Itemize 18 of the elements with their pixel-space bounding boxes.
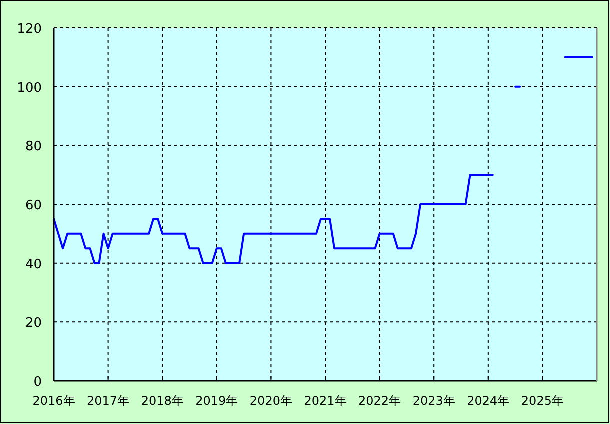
y-tick-label: 0 — [34, 375, 42, 390]
line-series — [53, 174, 494, 264]
x-tick-label: 2016年 — [32, 394, 76, 408]
x-tick-label: 2021年 — [304, 394, 347, 408]
x-tick-label: 2022年 — [358, 394, 402, 408]
y-tick-label: 40 — [25, 257, 42, 272]
y-tick-label: 80 — [25, 140, 42, 155]
x-tick-label: 2024年 — [467, 394, 510, 408]
y-tick-label: 120 — [17, 22, 42, 37]
x-tick-label: 2019年 — [196, 394, 238, 408]
y-tick-label: 20 — [25, 316, 42, 332]
x-tick-label: 2018年 — [141, 394, 184, 408]
x-tick-label: 2017年 — [87, 394, 130, 408]
y-tick-label: 100 — [17, 80, 42, 96]
x-tick-label: 2023年 — [412, 394, 456, 408]
x-tick-label: 2020年 — [250, 394, 292, 408]
y-tick-label: 60 — [25, 198, 42, 214]
x-tick-label: 2025年 — [521, 394, 564, 408]
